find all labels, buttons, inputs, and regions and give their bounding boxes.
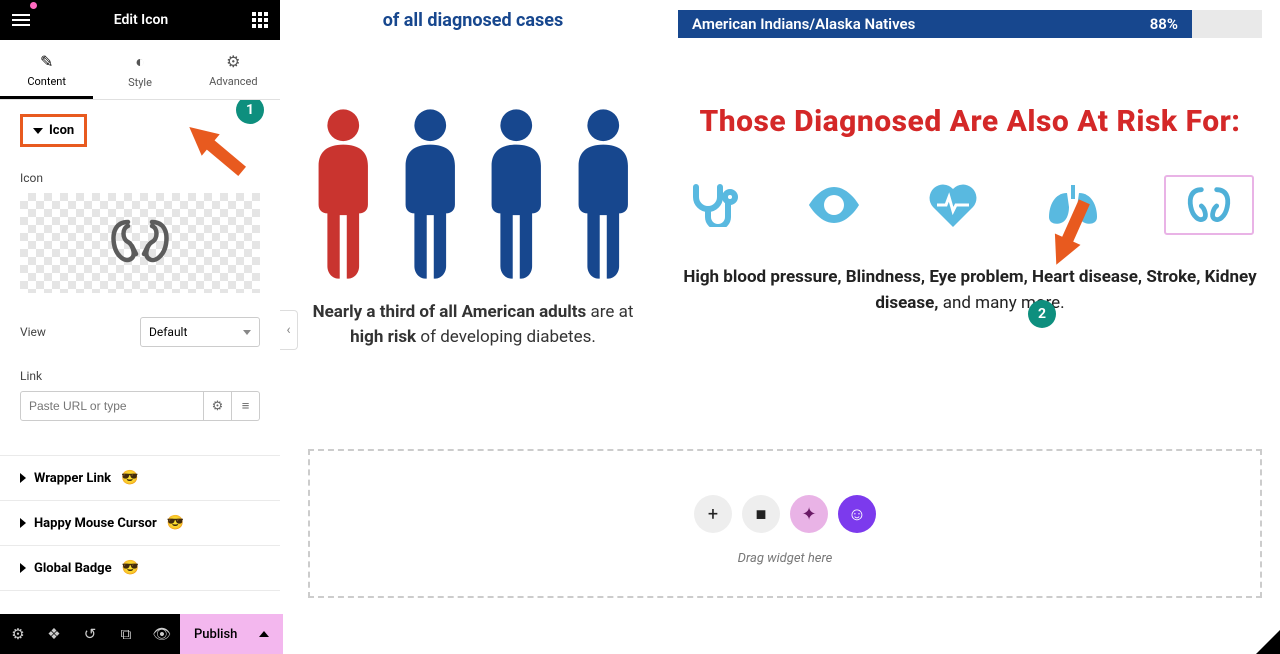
ai-button[interactable]: ✦ xyxy=(790,495,828,533)
contrast-icon: ◐ xyxy=(93,52,186,72)
navigator-button[interactable]: ❖ xyxy=(36,614,72,654)
panel-footer: ⚙ ❖ ↺ ⧉ 👁 Publish xyxy=(0,614,280,654)
panel-body: Icon 1 Icon View Default xyxy=(0,100,280,614)
view-select[interactable]: Default xyxy=(140,317,260,347)
responsive-button[interactable]: ⧉ xyxy=(108,614,144,654)
sidebar-tabs: ✎ Content ◐ Style ⚙ Advanced xyxy=(0,40,280,100)
section-title: Icon xyxy=(49,123,74,138)
history-button[interactable]: ↺ xyxy=(72,614,108,654)
accordion-label: Happy Mouse Cursor xyxy=(34,516,157,531)
apps-icon[interactable] xyxy=(252,12,268,28)
view-value: Default xyxy=(149,325,187,339)
happy-button[interactable]: ☺ xyxy=(838,495,876,533)
annotation-arrow-1 xyxy=(180,116,219,155)
canvas: of all diagnosed cases American Indians/… xyxy=(280,0,1280,654)
tab-advanced[interactable]: ⚙ Advanced xyxy=(187,40,280,99)
publish-button[interactable]: Publish xyxy=(180,614,283,654)
percent-bar: American Indians/Alaska Natives 88% xyxy=(678,10,1262,38)
menu-button[interactable] xyxy=(12,14,30,26)
settings-button[interactable]: ⚙ xyxy=(0,614,36,654)
risk-title: Those Diagnosed Are Also At Risk For: xyxy=(678,104,1262,139)
icon-field-label: Icon xyxy=(20,171,260,185)
publish-label: Publish xyxy=(194,627,237,642)
bar-label: American Indians/Alaska Natives xyxy=(692,15,915,33)
sunglasses-icon: 😎 xyxy=(122,560,139,576)
accordion-label: Wrapper Link xyxy=(34,471,111,486)
link-label: Link xyxy=(20,369,260,383)
eye-icon[interactable] xyxy=(806,181,862,229)
drop-area[interactable]: + ■ ✦ ☺ Drag widget here xyxy=(308,449,1262,598)
collapse-sidebar-button[interactable]: ‹ xyxy=(280,310,298,350)
kidneys-icon xyxy=(108,216,172,270)
percent-bar-fill: American Indians/Alaska Natives 88% xyxy=(678,10,1192,38)
people-figures xyxy=(308,104,638,284)
caption-text: of developing diabetes. xyxy=(416,327,596,347)
dynamic-tags-button[interactable]: ≡ xyxy=(232,391,260,421)
tab-content[interactable]: ✎ Content xyxy=(0,40,93,99)
accordion-wrapper-link[interactable]: Wrapper Link 😎 xyxy=(0,456,280,501)
person-icon xyxy=(395,104,466,284)
section-icon[interactable]: Icon xyxy=(20,114,87,147)
stethoscope-icon[interactable] xyxy=(686,181,742,229)
person-icon xyxy=(308,104,379,284)
sunglasses-icon: 😎 xyxy=(121,470,138,486)
link-input[interactable] xyxy=(20,391,204,421)
chevron-up-icon xyxy=(259,631,269,637)
heartbeat-icon[interactable] xyxy=(925,181,981,229)
caret-right-icon xyxy=(20,563,26,573)
caret-right-icon xyxy=(20,473,26,483)
pencil-icon: ✎ xyxy=(0,52,93,71)
people-caption: Nearly a third of all American adults ar… xyxy=(308,300,638,349)
add-widget-button[interactable]: + xyxy=(694,495,732,533)
folder-button[interactable]: ■ xyxy=(742,495,780,533)
tab-style[interactable]: ◐ Style xyxy=(93,40,186,99)
caption-text: are at xyxy=(590,302,633,322)
icon-preview[interactable] xyxy=(20,193,260,293)
chevron-down-icon xyxy=(243,330,251,335)
person-icon xyxy=(568,104,639,284)
header-title: Edit Icon xyxy=(30,12,252,28)
resize-handle[interactable] xyxy=(1256,630,1280,654)
kidneys-icon[interactable] xyxy=(1164,175,1254,235)
editor-sidebar: Edit Icon ✎ Content ◐ Style ⚙ Advanced I… xyxy=(0,0,280,654)
cases-heading: of all diagnosed cases xyxy=(308,10,638,31)
accordion-label: Global Badge xyxy=(34,561,112,576)
risk-text: High blood pressure, Blindness, Eye prob… xyxy=(678,265,1262,316)
caption-text: Nearly a third of all American adults xyxy=(313,302,591,322)
gear-icon: ⚙ xyxy=(187,52,280,71)
sunglasses-icon: 😎 xyxy=(167,515,184,531)
annotation-2: 2 xyxy=(1028,300,1056,328)
person-icon xyxy=(481,104,552,284)
caret-down-icon xyxy=(33,128,43,134)
tab-label: Style xyxy=(128,76,152,89)
preview-button[interactable]: 👁 xyxy=(144,614,180,654)
caption-text: high risk xyxy=(350,327,416,347)
tab-label: Content xyxy=(27,75,66,88)
risk-icon-row xyxy=(678,175,1262,265)
accordion-group: Wrapper Link 😎 Happy Mouse Cursor 😎 Glob… xyxy=(0,455,280,591)
bar-pct: 88% xyxy=(1150,15,1178,33)
tab-label: Advanced xyxy=(209,75,257,88)
view-label: View xyxy=(20,325,46,339)
accordion-global-badge[interactable]: Global Badge 😎 xyxy=(0,546,280,591)
unsaved-indicator xyxy=(30,2,37,9)
annotation-1: 1 xyxy=(236,100,264,124)
drop-text: Drag widget here xyxy=(310,551,1260,566)
accordion-mouse-cursor[interactable]: Happy Mouse Cursor 😎 xyxy=(0,501,280,546)
caret-right-icon xyxy=(20,518,26,528)
sidebar-header: Edit Icon xyxy=(0,0,280,40)
link-options-button[interactable]: ⚙ xyxy=(204,391,232,421)
